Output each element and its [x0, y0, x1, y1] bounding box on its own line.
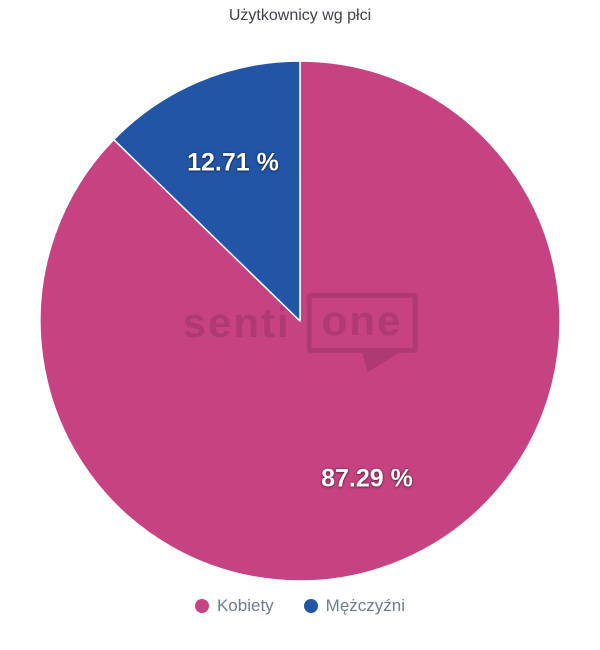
- legend-dot-icon: [194, 599, 209, 613]
- legend: Kobiety Mężczyźni: [0, 596, 600, 616]
- chart-title: Użytkownicy wg płci: [228, 7, 372, 24]
- legend-dot-icon: [303, 599, 318, 613]
- legend-label: Kobiety: [216, 596, 274, 615]
- legend-item-kobiety[interactable]: Kobiety: [194, 596, 274, 616]
- pie-slice-mężczyźni[interactable]: [112, 60, 301, 322]
- legend-label: Mężczyźni: [325, 596, 406, 615]
- legend-item-mężczyźni[interactable]: Mężczyźni: [303, 596, 406, 616]
